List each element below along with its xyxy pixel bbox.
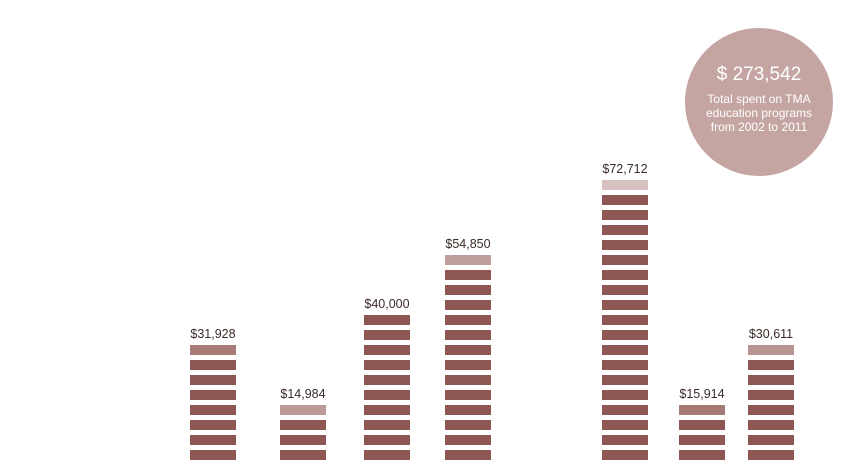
bar xyxy=(679,405,725,460)
bar-segment xyxy=(748,360,794,370)
bar-segment xyxy=(364,405,410,415)
bar xyxy=(364,315,410,460)
bar-segment xyxy=(445,405,491,415)
bar-segment xyxy=(445,420,491,430)
total-caption-line: Total spent on TMA xyxy=(707,92,811,106)
bar-segment xyxy=(445,390,491,400)
bar xyxy=(602,180,648,460)
bar-segment xyxy=(602,435,648,445)
bar-segment xyxy=(445,450,491,460)
bar-segment xyxy=(679,450,725,460)
bar-segment xyxy=(190,405,236,415)
bar-segment xyxy=(602,255,648,265)
bar-segment xyxy=(602,360,648,370)
bar-segment xyxy=(280,420,326,430)
total-value: $ 273,542 xyxy=(716,64,802,85)
bar-segment xyxy=(364,360,410,370)
bar-segment xyxy=(445,360,491,370)
bar-segment xyxy=(445,375,491,385)
bar-segment xyxy=(679,420,725,430)
bar-segment xyxy=(602,375,648,385)
bar-value-label: $31,928 xyxy=(190,327,235,341)
bar-value-label: $54,850 xyxy=(445,237,490,251)
total-caption-line: from 2002 to 2011 xyxy=(710,120,808,134)
bar-segment xyxy=(190,450,236,460)
bar-segment xyxy=(748,450,794,460)
bar-value-label: $14,984 xyxy=(280,387,325,401)
bar-segment xyxy=(748,375,794,385)
bar-segment xyxy=(602,240,648,250)
bar-segment xyxy=(602,420,648,430)
bar xyxy=(190,345,236,460)
bar-segment xyxy=(748,405,794,415)
bar-segment xyxy=(364,435,410,445)
total-summary-circle: $ 273,542 Total spent on TMA education p… xyxy=(685,28,833,176)
bar-segment xyxy=(602,225,648,235)
bar-segment xyxy=(748,435,794,445)
bar-segment xyxy=(190,375,236,385)
bar-segment xyxy=(679,435,725,445)
bar-segment xyxy=(602,210,648,220)
bar-segment xyxy=(190,390,236,400)
bar-segment xyxy=(602,195,648,205)
bar-segment xyxy=(445,330,491,340)
bar-segment xyxy=(445,435,491,445)
bar-segment xyxy=(280,450,326,460)
bar-segment xyxy=(280,435,326,445)
bar-segment xyxy=(190,360,236,370)
bar-segment-partial xyxy=(190,345,236,355)
bar-segment-partial xyxy=(280,405,326,415)
bar-segment-partial xyxy=(445,255,491,265)
bar-segment-partial xyxy=(748,345,794,355)
bar-segment xyxy=(602,285,648,295)
bar-segment xyxy=(445,270,491,280)
bar-segment xyxy=(364,315,410,325)
bar-segment xyxy=(190,435,236,445)
bar-segment xyxy=(445,300,491,310)
bar-segment xyxy=(190,420,236,430)
bar-segment xyxy=(602,300,648,310)
bar-value-label: $15,914 xyxy=(679,387,724,401)
bar-value-label: $40,000 xyxy=(364,297,409,311)
bar-segment xyxy=(364,375,410,385)
bar-segment-partial xyxy=(679,405,725,415)
bar-segment xyxy=(748,390,794,400)
bar-segment xyxy=(364,390,410,400)
bar-value-label: $30,611 xyxy=(749,327,793,341)
bar xyxy=(748,345,794,460)
bar-segment xyxy=(445,345,491,355)
bar-segment xyxy=(602,405,648,415)
bar-segment xyxy=(364,450,410,460)
bar-segment xyxy=(602,315,648,325)
bar-segment xyxy=(364,420,410,430)
bar-segment xyxy=(364,345,410,355)
bar-segment xyxy=(602,390,648,400)
bar-segment xyxy=(602,270,648,280)
bar-segment xyxy=(602,330,648,340)
bar-segment-partial xyxy=(602,180,648,190)
bar-segment xyxy=(445,285,491,295)
bar xyxy=(280,405,326,460)
bar-segment xyxy=(602,345,648,355)
bar-segment xyxy=(364,330,410,340)
bar-value-label: $72,712 xyxy=(602,162,647,176)
total-caption: Total spent on TMA education programs fr… xyxy=(700,92,818,134)
bar xyxy=(445,255,491,460)
total-caption-line: education programs xyxy=(705,106,813,120)
bar-segment xyxy=(445,315,491,325)
bar-segment xyxy=(602,450,648,460)
bar-segment xyxy=(748,420,794,430)
